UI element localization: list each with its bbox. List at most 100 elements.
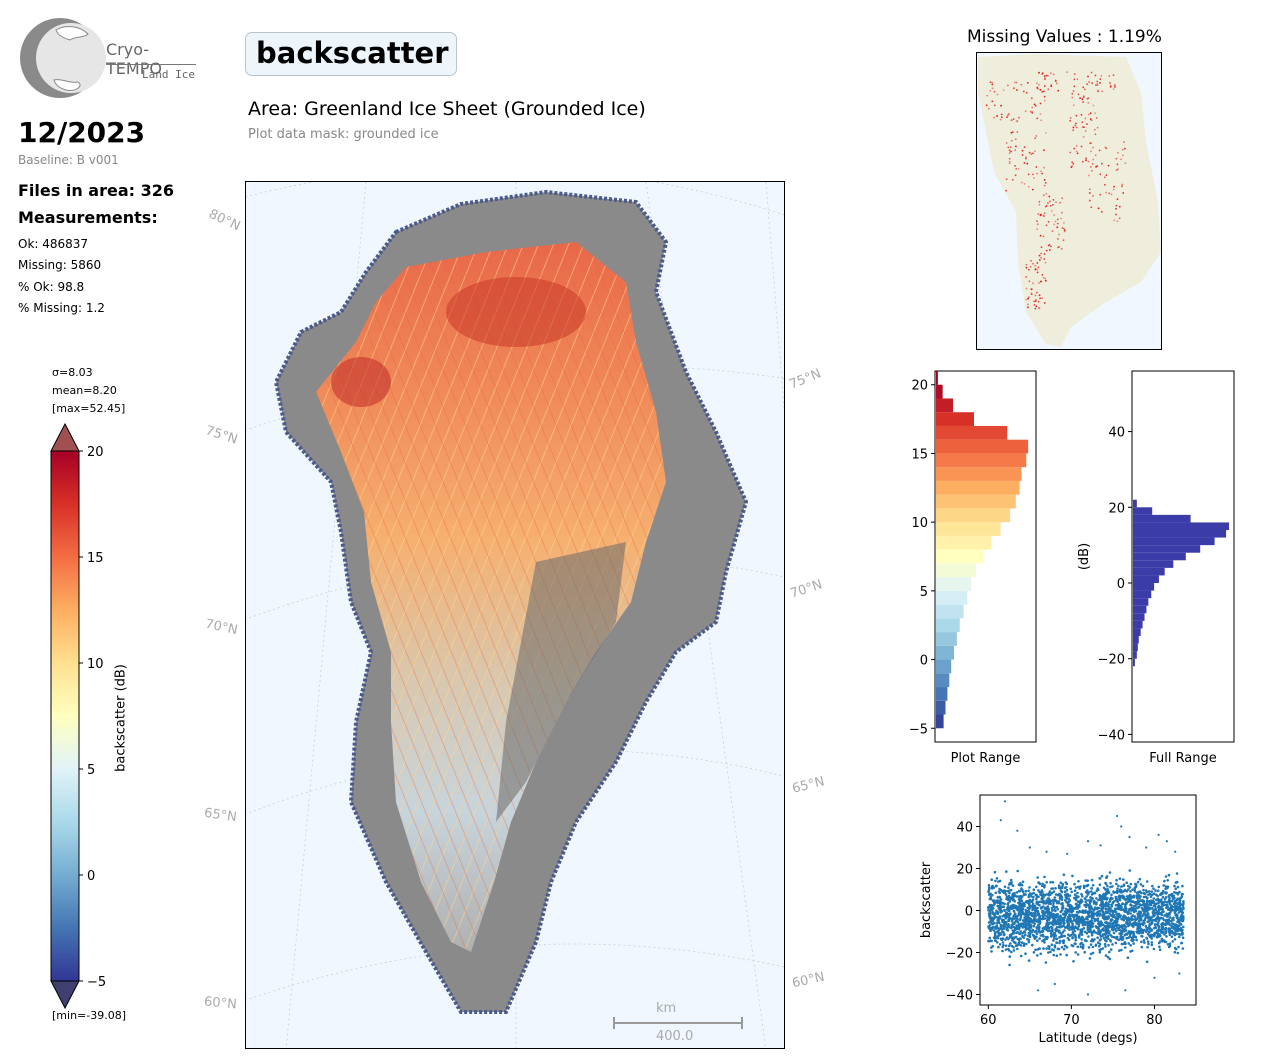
scatter-point bbox=[1148, 927, 1151, 930]
scatter-point bbox=[1098, 932, 1101, 936]
scatter-point bbox=[1106, 892, 1109, 895]
hist-bar bbox=[1133, 628, 1141, 636]
missing-dot bbox=[1096, 83, 1099, 85]
missing-dot bbox=[1045, 192, 1048, 195]
missing-dot bbox=[1092, 158, 1095, 161]
scatter-point bbox=[1128, 922, 1131, 925]
missing-dot bbox=[1117, 168, 1119, 171]
missing-dot bbox=[1032, 152, 1034, 155]
scatter-point bbox=[1090, 890, 1093, 893]
missing-dot bbox=[1013, 87, 1015, 90]
missing-dot bbox=[1052, 199, 1055, 201]
scatter-point bbox=[1131, 888, 1134, 891]
scatter-point bbox=[1012, 906, 1016, 909]
scatter-point bbox=[1150, 920, 1154, 923]
stat-ok: Ok: 486837 bbox=[18, 237, 89, 251]
scatter-point bbox=[1090, 919, 1093, 922]
scatter-point bbox=[988, 909, 992, 913]
scatter-point bbox=[1178, 910, 1182, 913]
scatter-point bbox=[1164, 875, 1168, 878]
missing-dot bbox=[1096, 84, 1099, 87]
missing-dot bbox=[1100, 75, 1103, 77]
scatter-point bbox=[1003, 909, 1006, 912]
scatter-point bbox=[1034, 929, 1038, 933]
scatter-point bbox=[1086, 893, 1090, 896]
missing-dot bbox=[1037, 300, 1040, 303]
scatter-point bbox=[1037, 918, 1040, 921]
hist-bar bbox=[936, 659, 952, 674]
scatter-point bbox=[1102, 936, 1106, 940]
missing-dot bbox=[1050, 245, 1052, 248]
missing-dot bbox=[1063, 229, 1066, 232]
scatter-point bbox=[1055, 937, 1059, 941]
scatter-point bbox=[1021, 931, 1024, 935]
scatter-point bbox=[1147, 890, 1151, 893]
missing-dot bbox=[1047, 221, 1050, 223]
scatter-latitude: 60 70 80 40 20 0 −20 −40 Latitude (degs) backscat… bbox=[919, 794, 1197, 1046]
missing-dot bbox=[1084, 130, 1087, 132]
scatter-xtick-label: 60 bbox=[980, 1013, 997, 1028]
scatter-point bbox=[1014, 919, 1018, 923]
scatter-point bbox=[1142, 908, 1145, 912]
hist-tick-label: 40 bbox=[1108, 426, 1125, 441]
scatter-point bbox=[1122, 908, 1125, 911]
scatter-point bbox=[1093, 908, 1096, 911]
scatter-point bbox=[1045, 893, 1048, 896]
hist-bar bbox=[936, 563, 976, 578]
scatter-point bbox=[1086, 918, 1089, 921]
scatter-point bbox=[1141, 915, 1144, 918]
hist-bar bbox=[1133, 583, 1155, 591]
missing-dot bbox=[1043, 215, 1045, 218]
missing-dot bbox=[1097, 89, 1099, 92]
scatter-point bbox=[1107, 931, 1111, 935]
scatter-point bbox=[1134, 885, 1138, 888]
missing-dot bbox=[1010, 131, 1013, 134]
scatter-point bbox=[1054, 909, 1057, 913]
scatter-point bbox=[1060, 906, 1064, 910]
scatter-point bbox=[1057, 886, 1061, 889]
scatter-point bbox=[1050, 906, 1054, 910]
scatter-point bbox=[1043, 875, 1046, 879]
scatter-point bbox=[1069, 887, 1072, 891]
missing-dot bbox=[1107, 164, 1110, 167]
scatter-point bbox=[1012, 910, 1016, 913]
scatter-point bbox=[1001, 890, 1004, 893]
scatter-point bbox=[1008, 955, 1012, 958]
scale-unit: km bbox=[656, 1001, 677, 1016]
missing-dot bbox=[1014, 138, 1017, 141]
scatter-point bbox=[1177, 921, 1181, 924]
scatter-point bbox=[1033, 909, 1037, 912]
scatter-point bbox=[1177, 928, 1180, 932]
scatter-point bbox=[1028, 933, 1032, 936]
missing-dot bbox=[1110, 193, 1113, 196]
missing-dot bbox=[1094, 133, 1097, 136]
scatter-point bbox=[1165, 935, 1168, 938]
missing-dot bbox=[1026, 82, 1029, 84]
scatter-point bbox=[1071, 925, 1075, 929]
scatter-point bbox=[1010, 923, 1013, 927]
scatter-point bbox=[1164, 940, 1168, 944]
scatter-point bbox=[1174, 913, 1178, 916]
scatter-point bbox=[1173, 950, 1177, 954]
scatter-point bbox=[1006, 902, 1009, 906]
missing-dot bbox=[1043, 212, 1046, 215]
scatter-point bbox=[999, 925, 1003, 928]
colorbar-tick-label: 10 bbox=[87, 657, 104, 672]
missing-dot bbox=[1037, 213, 1040, 216]
colorbar-min-arrow bbox=[50, 980, 80, 1010]
scatter-point bbox=[1095, 897, 1098, 900]
missing-dot bbox=[986, 94, 989, 97]
scatter-point bbox=[1073, 882, 1076, 886]
missing-dot bbox=[1023, 162, 1026, 164]
scatter-point bbox=[1080, 929, 1084, 933]
scatter-point bbox=[1036, 906, 1039, 910]
scatter-point bbox=[1058, 935, 1062, 939]
missing-dot bbox=[1076, 152, 1079, 155]
scatter-point bbox=[1052, 953, 1056, 957]
scatter-outlier bbox=[1003, 800, 1006, 803]
missing-dot bbox=[1121, 148, 1124, 151]
scatter-outlier bbox=[1116, 814, 1119, 818]
scatter-point bbox=[1036, 939, 1039, 942]
scatter-point bbox=[1111, 885, 1114, 888]
scatter-point bbox=[1063, 916, 1067, 919]
